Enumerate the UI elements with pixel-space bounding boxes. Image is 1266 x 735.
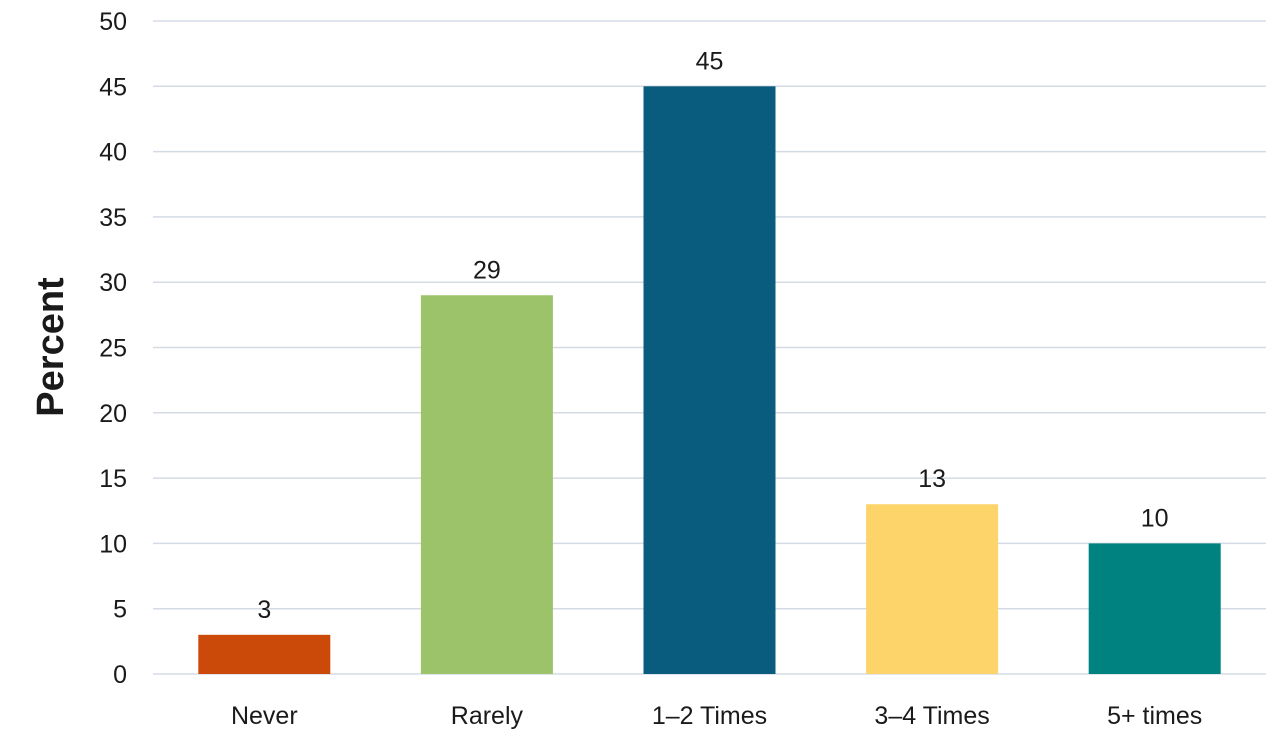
data-label: 45 bbox=[696, 47, 724, 75]
bar bbox=[420, 295, 553, 674]
data-labels: 3 29 45 13 10 bbox=[257, 47, 1168, 624]
y-tick-label: 25 bbox=[99, 335, 127, 363]
x-category-label: Rarely bbox=[451, 702, 524, 730]
data-label: 10 bbox=[1141, 504, 1169, 532]
x-category-label: 1–2 Times bbox=[652, 702, 767, 730]
y-tick-label: 35 bbox=[99, 204, 127, 232]
y-tick-label: 20 bbox=[99, 400, 127, 428]
bars bbox=[198, 86, 1221, 675]
bar bbox=[866, 504, 999, 674]
y-tick-label: 15 bbox=[99, 465, 127, 493]
y-tick-label: 45 bbox=[99, 73, 127, 101]
x-axis-categories: Never Rarely 1–2 Times 3–4 Times 5+ times bbox=[231, 702, 1202, 730]
y-tick-label: 10 bbox=[99, 530, 127, 558]
data-label: 3 bbox=[257, 596, 271, 624]
y-tick-label: 5 bbox=[113, 596, 127, 624]
y-tick-label: 30 bbox=[99, 269, 127, 297]
x-category-label: Never bbox=[231, 702, 298, 730]
y-axis-title: Percent bbox=[30, 277, 72, 417]
bar bbox=[643, 86, 776, 675]
x-category-label: 3–4 Times bbox=[874, 702, 989, 730]
bar bbox=[1088, 543, 1221, 674]
bar bbox=[198, 634, 331, 674]
data-label: 13 bbox=[918, 465, 946, 493]
data-label: 29 bbox=[473, 256, 501, 284]
y-tick-label: 40 bbox=[99, 139, 127, 167]
y-axis-ticks: 0 5 10 15 20 25 30 35 40 45 50 bbox=[99, 8, 127, 689]
y-tick-label: 50 bbox=[99, 8, 127, 36]
y-tick-label: 0 bbox=[113, 661, 127, 689]
x-category-label: 5+ times bbox=[1107, 702, 1202, 730]
